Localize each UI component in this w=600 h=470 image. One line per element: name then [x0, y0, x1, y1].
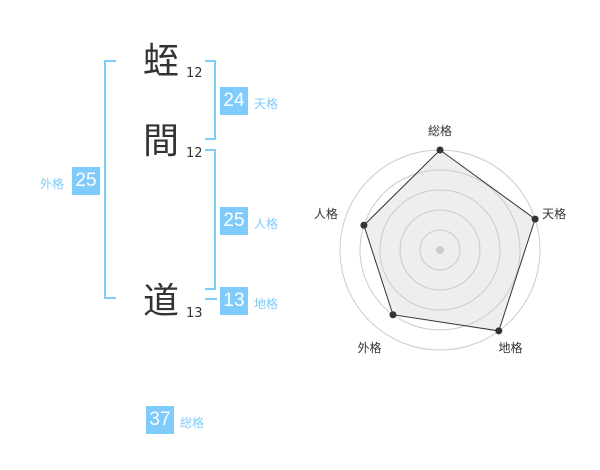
chikaku-label: 地格: [254, 297, 279, 311]
soukaku-label: 総格: [180, 416, 205, 430]
radar-point-4: [360, 221, 368, 229]
stroke-count-3: 13: [186, 306, 203, 321]
radar-axis-label: 天格: [542, 206, 567, 221]
radar-point-3: [389, 311, 397, 319]
name-char-3: 道: [142, 281, 179, 322]
stroke-count-1: 12: [186, 66, 203, 81]
radar-point-0: [436, 146, 444, 154]
jinkaku-value: 25: [220, 207, 248, 235]
chikaku-value: 13: [220, 287, 248, 315]
name-char-1: 蛭: [142, 41, 179, 82]
chikaku-connector: [205, 298, 217, 300]
radar-ring: [359, 169, 521, 331]
stroke-count-2: 12: [186, 146, 203, 161]
radar-axis-label: 地格: [498, 341, 523, 356]
radar-axis-label: 外格: [357, 341, 382, 356]
jinkaku-label: 人格: [254, 217, 279, 231]
tenkaku-value: 24: [220, 87, 248, 115]
radar-ring: [419, 229, 461, 271]
name-char-2: 間: [142, 121, 179, 162]
tenkaku-label: 天格: [254, 97, 279, 111]
radar-axis-label: 総格: [428, 124, 453, 138]
radar-ring: [379, 189, 501, 311]
radar-point-1: [531, 215, 539, 223]
soukaku-value: 37: [146, 406, 174, 434]
radar-point-2: [495, 327, 503, 335]
radar-ring: [399, 209, 481, 291]
radar-area: [363, 149, 536, 332]
radar-center: [436, 246, 444, 254]
gaikaku-value: 25: [72, 167, 100, 195]
gaikaku-label: 外格: [40, 177, 65, 191]
radar-axis-label: 人格: [313, 206, 338, 221]
